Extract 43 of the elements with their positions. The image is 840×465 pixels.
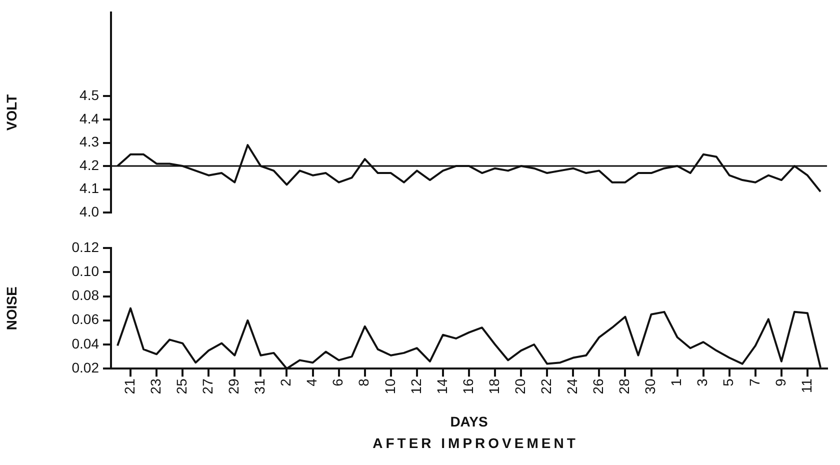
x-tick-label: 20	[512, 378, 528, 394]
x-tick-label: 26	[590, 378, 606, 394]
x-axis-title: DAYS	[450, 413, 488, 430]
x-tick-label: 10	[382, 378, 398, 394]
y-tick-label: 0.10	[72, 262, 100, 279]
y-tick-label: 0.08	[72, 287, 100, 304]
y-tick-label: 4.5	[80, 87, 100, 104]
x-tick-label: 3	[694, 378, 710, 386]
y-tick-label: 4.2	[80, 156, 100, 173]
x-tick-label: 11	[798, 378, 814, 394]
y-axis-title: VOLT	[3, 94, 20, 131]
x-tick-label: 9	[772, 378, 788, 386]
x-tick-label: 25	[173, 378, 190, 394]
x-tick-label: 24	[564, 378, 580, 394]
x-tick-label: 16	[460, 378, 476, 394]
x-tick-label: 7	[746, 378, 762, 386]
x-tick-label: 31	[252, 378, 268, 394]
x-tick-label: 21	[121, 378, 138, 394]
x-tick-label: 5	[720, 378, 736, 386]
x-tick-label: 8	[356, 378, 372, 386]
x-tick-label: 27	[199, 378, 216, 394]
x-tick-label: 4	[304, 378, 320, 386]
x-tick-label: 29	[226, 378, 242, 394]
x-tick-label: 22	[538, 378, 554, 394]
x-tick-label: 30	[642, 378, 658, 394]
y-tick-label: 0.04	[72, 335, 100, 352]
y-tick-label: 4.4	[80, 110, 100, 126]
x-tick-label: 18	[486, 378, 502, 394]
x-tick-label: 28	[616, 378, 632, 394]
text: AFTER IMPROVEMENT	[372, 435, 580, 451]
y-tick-label: 4.0	[80, 203, 100, 220]
y-tick-label: 4.1	[80, 180, 100, 196]
x-tick-label: 2	[278, 378, 294, 386]
x-tick-label: 1	[668, 378, 684, 386]
x-tick-label: 23	[147, 378, 164, 394]
x-tick-label: 12	[408, 378, 424, 394]
y-axis-title: NOISE	[3, 286, 20, 330]
x-tick-label: 6	[330, 378, 346, 386]
y-tick-label: 4.3	[80, 134, 100, 150]
y-tick-label: 0.12	[72, 238, 100, 255]
y-tick-label: 0.02	[72, 359, 100, 376]
y-tick-label: 0.06	[72, 311, 100, 328]
x-tick-label: 14	[434, 378, 450, 394]
